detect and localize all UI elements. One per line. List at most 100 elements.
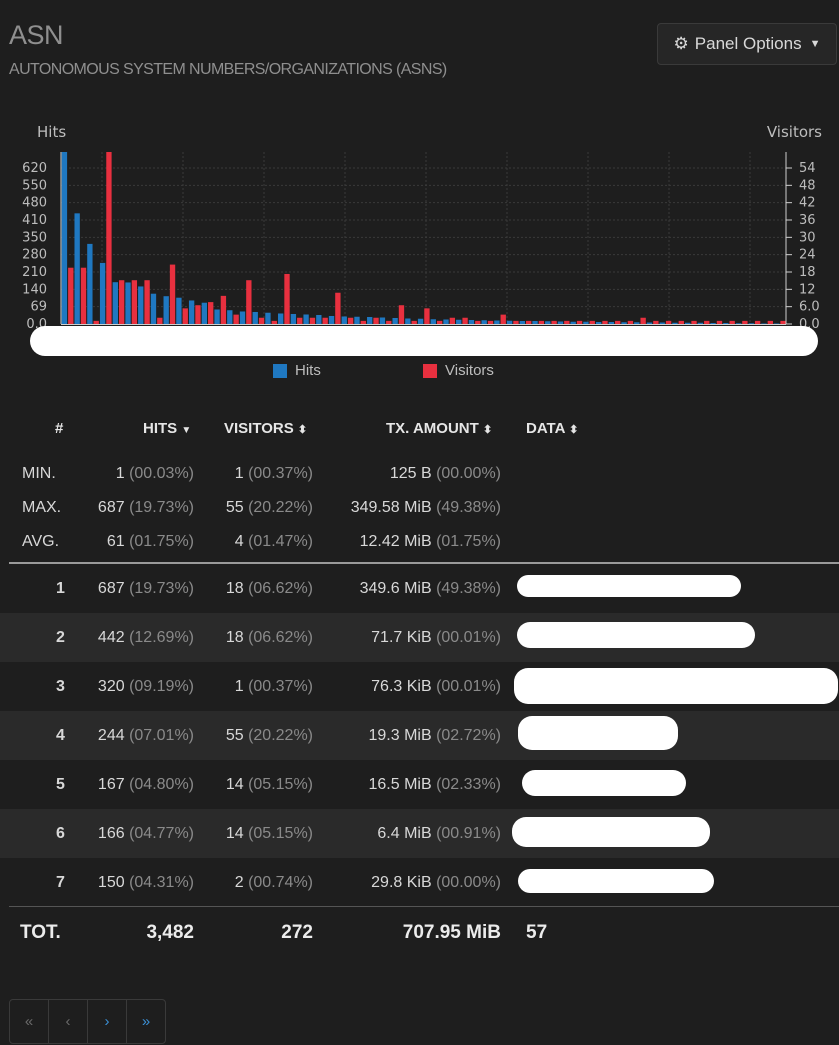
bar-hits xyxy=(557,321,564,324)
sort-icon: ⬍ xyxy=(297,424,308,436)
bar-visitors xyxy=(678,320,684,324)
bar-hits xyxy=(74,213,80,324)
prev-page-button[interactable]: ‹ xyxy=(49,1000,88,1043)
bar-visitors xyxy=(220,295,227,324)
bar-visitors xyxy=(182,308,188,324)
bar-hits xyxy=(697,322,704,324)
row-visitors: 1 (00.37%) xyxy=(234,678,313,695)
bar-visitors xyxy=(462,317,468,324)
bar-hits xyxy=(468,319,475,324)
stat-visitors: 4 (01.47%) xyxy=(234,533,313,550)
bar-hits xyxy=(163,296,169,324)
panel-options-button[interactable]: ⚙ Panel Options ▼ xyxy=(657,23,837,65)
bar-visitors xyxy=(449,317,456,324)
row-index: 7 xyxy=(56,874,65,891)
bar-visitors xyxy=(526,320,532,324)
table-row[interactable]: 5 167 (04.80%) 14 (05.15%) 16.5 MiB (02.… xyxy=(0,760,839,809)
row-tx-amount: 29.8 KiB (00.00%) xyxy=(371,874,501,891)
bar-visitors xyxy=(68,267,74,324)
header-data-label: DATA xyxy=(526,420,565,437)
bar-hits xyxy=(735,323,742,324)
row-hits: 167 (04.80%) xyxy=(97,776,194,793)
bar-visitors xyxy=(157,317,163,324)
header-hits[interactable]: HITS ▼ xyxy=(143,412,191,446)
left-tick-label: 410 xyxy=(22,213,47,228)
row-tx-amount: 76.3 KiB (00.01%) xyxy=(371,678,501,695)
bar-hits xyxy=(87,243,93,324)
bar-hits xyxy=(583,321,589,324)
last-page-button[interactable]: » xyxy=(141,1013,151,1030)
bar-visitors xyxy=(297,317,303,324)
bar-hits xyxy=(545,321,551,324)
legend-label-visitors: Visitors xyxy=(445,362,494,379)
totals-divider xyxy=(9,906,839,907)
panel-title: ASN xyxy=(9,20,64,50)
asn-bar-chart: Hits Visitors 620 550 480 410 350 280 210 140 69… xyxy=(22,123,822,332)
totals-tx-amount: 707.95 MiB xyxy=(402,922,501,943)
caret-down-icon: ▼ xyxy=(809,38,821,50)
bar-hits xyxy=(150,293,157,324)
stat-hits: 61 (01.75%) xyxy=(106,533,194,550)
bar-hits xyxy=(761,323,767,324)
bar-hits xyxy=(481,320,487,324)
sort-desc-icon: ▼ xyxy=(181,425,192,436)
row-visitors: 14 (05.15%) xyxy=(225,825,313,842)
bar-hits xyxy=(328,315,335,324)
panel-subtitle: AUTONOMOUS SYSTEM NUMBERS/ORGANIZATIONS … xyxy=(9,61,447,78)
bar-hits xyxy=(748,323,754,324)
left-tick-label: 280 xyxy=(22,248,47,263)
pagination: « ‹ › » xyxy=(9,999,166,1044)
bar-visitors xyxy=(335,292,341,324)
first-page-button[interactable]: « xyxy=(10,1000,49,1043)
right-tick-label: 48 xyxy=(799,178,816,193)
bar-visitors xyxy=(615,320,621,324)
bar-hits xyxy=(494,320,500,324)
stat-visitors: 55 (20.22%) xyxy=(225,499,313,516)
legend-item-hits[interactable]: Hits xyxy=(273,362,321,379)
legend-item-visitors[interactable]: Visitors xyxy=(423,362,494,379)
redacted-row-data xyxy=(517,622,755,648)
bar-visitors xyxy=(767,320,774,324)
chart-grid xyxy=(61,152,786,325)
table-row[interactable]: 1 687 (19.73%) 18 (06.62%) 349.6 MiB (49… xyxy=(0,564,839,613)
bar-hits xyxy=(316,314,322,324)
row-visitors: 18 (06.62%) xyxy=(225,580,313,597)
totals-visitors: 272 xyxy=(281,922,313,943)
bar-hits xyxy=(646,322,653,324)
left-tick-label: 210 xyxy=(22,265,47,280)
bar-visitors xyxy=(195,305,201,324)
bar-visitors xyxy=(538,320,545,324)
next-page-button[interactable]: › xyxy=(88,1000,127,1043)
bar-hits xyxy=(201,302,208,324)
stat-label: MIN. xyxy=(22,465,56,482)
bar-hits xyxy=(774,323,780,324)
right-tick-label: 24 xyxy=(799,248,816,263)
table-row[interactable]: 3 320 (09.19%) 1 (00.37%) 76.3 KiB (00.0… xyxy=(0,662,839,711)
bar-visitors xyxy=(742,320,748,324)
bar-visitors xyxy=(754,320,761,324)
bar-visitors xyxy=(309,317,316,324)
header-visitors[interactable]: VISITORS ⬍ xyxy=(224,412,307,446)
bar-visitors xyxy=(665,320,672,324)
bar-visitors xyxy=(208,302,214,324)
header-data[interactable]: DATA ⬍ xyxy=(526,412,578,446)
bar-hits xyxy=(125,282,131,324)
bar-hits xyxy=(595,321,602,324)
bar-visitors xyxy=(704,320,710,324)
bar-visitors xyxy=(169,264,176,324)
legend-swatch-visitors xyxy=(423,363,437,378)
header-tx-amount[interactable]: TX. AMOUNT ⬍ xyxy=(386,412,492,446)
row-index: 1 xyxy=(56,580,65,597)
bar-hits xyxy=(99,262,106,324)
bar-visitors xyxy=(106,152,112,324)
row-tx-amount: 71.7 KiB (00.01%) xyxy=(371,629,501,646)
bar-visitors xyxy=(246,280,252,324)
bar-hits xyxy=(379,317,386,324)
table-row[interactable]: 6 166 (04.77%) 14 (05.15%) 6.4 MiB (00.9… xyxy=(0,809,839,858)
table-row[interactable]: 7 150 (04.31%) 2 (00.74%) 29.8 KiB (00.0… xyxy=(0,858,839,907)
bar-hits xyxy=(367,316,373,324)
table-row[interactable]: 4 244 (07.01%) 55 (20.22%) 19.3 MiB (02.… xyxy=(0,711,839,760)
bar-visitors xyxy=(118,280,125,324)
bar-hits xyxy=(227,310,233,324)
redacted-row-data xyxy=(512,817,710,847)
